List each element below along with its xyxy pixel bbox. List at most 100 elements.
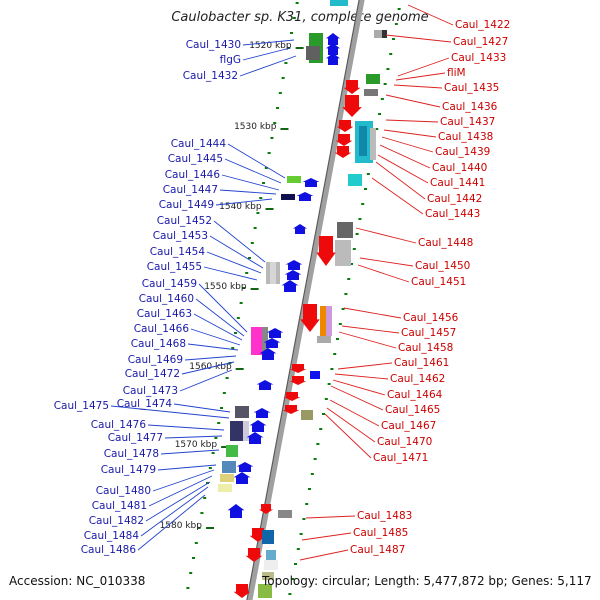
gene-label: Caul_1427 bbox=[453, 36, 508, 48]
leader-line bbox=[184, 355, 237, 361]
gene-arrow-forward bbox=[326, 43, 340, 55]
gene-box bbox=[335, 240, 351, 266]
gene-label: Caul_1486 bbox=[81, 544, 137, 556]
gene-label: Caul_1464 bbox=[387, 389, 443, 401]
gene-arrow-reverse bbox=[334, 146, 352, 158]
leader-line bbox=[329, 399, 380, 427]
tick-dot bbox=[245, 272, 249, 274]
tick-dot bbox=[278, 92, 282, 94]
leader-line bbox=[330, 385, 384, 411]
gene-box bbox=[337, 222, 353, 238]
gene-label: Caul_1456 bbox=[403, 312, 459, 324]
leader-line bbox=[179, 369, 233, 392]
gene-arrow-forward bbox=[233, 472, 251, 484]
leader-line bbox=[173, 403, 231, 413]
gene-arrow-reverse bbox=[343, 80, 361, 94]
gene-label: Caul_1430 bbox=[186, 39, 241, 51]
leader-line bbox=[209, 235, 264, 269]
gene-box bbox=[262, 327, 268, 355]
gene-box bbox=[320, 306, 326, 336]
tick-dot bbox=[248, 257, 252, 259]
tick-dot bbox=[313, 458, 317, 460]
tick-dot bbox=[256, 212, 260, 214]
gene-label: Caul_1439 bbox=[435, 146, 490, 158]
leader-line bbox=[224, 158, 282, 184]
gene-label: Caul_1448 bbox=[418, 237, 473, 249]
gene-label: Caul_1468 bbox=[131, 338, 186, 350]
leader-line bbox=[299, 549, 349, 561]
tick-dot bbox=[355, 233, 359, 235]
leader-line bbox=[395, 72, 446, 81]
leader-line bbox=[379, 144, 431, 169]
tick-dot bbox=[352, 248, 356, 250]
leader-line bbox=[355, 227, 417, 244]
tick-dot bbox=[194, 542, 198, 544]
gene-arrow-forward bbox=[293, 224, 307, 234]
leader-line bbox=[206, 251, 262, 274]
tick-dot bbox=[386, 68, 390, 70]
gene-box bbox=[374, 30, 386, 38]
leader-line bbox=[324, 413, 372, 459]
gene-arrow-reverse bbox=[245, 548, 263, 562]
tick-dot bbox=[341, 308, 345, 310]
tick-dot bbox=[239, 302, 243, 304]
gene-label: Caul_1433 bbox=[451, 52, 506, 64]
gene-box bbox=[326, 306, 332, 336]
leader-line bbox=[152, 469, 215, 492]
gene-arrow-forward bbox=[296, 192, 314, 201]
tick-dot bbox=[217, 422, 221, 424]
accession-text: Accession: NC_010338 bbox=[9, 574, 146, 588]
gene-label: Caul_1483 bbox=[357, 510, 412, 522]
gene-box bbox=[251, 327, 263, 355]
gene-label: Caul_1457 bbox=[401, 327, 456, 339]
gene-arrow-forward bbox=[284, 270, 302, 280]
leader-line bbox=[145, 481, 211, 522]
gene-label: Caul_1462 bbox=[390, 373, 445, 385]
tick-dot bbox=[333, 353, 337, 355]
leader-line bbox=[343, 307, 402, 319]
gene-label: Caul_1469 bbox=[128, 354, 183, 366]
gene-box bbox=[243, 421, 249, 441]
gene-arrow-forward bbox=[285, 260, 303, 270]
gene-box bbox=[364, 89, 378, 96]
gene-arrow-reverse bbox=[342, 95, 362, 117]
tick-dot bbox=[358, 218, 362, 220]
leader-line bbox=[371, 177, 424, 215]
gene-box bbox=[359, 126, 367, 156]
tick-dot bbox=[200, 512, 204, 514]
scale-tick-label: 1530 kbp bbox=[234, 122, 277, 132]
tick-dot bbox=[236, 317, 240, 319]
tick-dot bbox=[292, 17, 296, 19]
gene-label: flgG bbox=[220, 54, 241, 66]
gene-label: Caul_1480 bbox=[96, 485, 151, 497]
leader-line bbox=[187, 343, 239, 351]
gene-label: Caul_1422 bbox=[455, 19, 510, 31]
leader-line bbox=[198, 283, 248, 333]
gene-arrow-forward bbox=[259, 348, 277, 360]
leader-line bbox=[385, 119, 439, 123]
gene-arrow-forward bbox=[326, 33, 340, 45]
leader-line bbox=[221, 174, 280, 191]
gene-arrow-forward bbox=[256, 380, 274, 390]
gene-arrow-forward bbox=[326, 53, 340, 65]
leader-line bbox=[239, 55, 297, 77]
leader-line bbox=[383, 129, 437, 138]
tick-dot bbox=[338, 323, 342, 325]
tick-dot bbox=[222, 392, 226, 394]
tick-dot bbox=[234, 332, 238, 334]
gene-box bbox=[366, 74, 380, 84]
gene-box bbox=[222, 461, 236, 473]
gene-label: Caul_1475 bbox=[54, 400, 109, 412]
gene-label: Caul_1436 bbox=[442, 101, 498, 113]
gene-label: Caul_1485 bbox=[353, 527, 408, 539]
tick-dot bbox=[350, 263, 354, 265]
tick-dot bbox=[186, 587, 190, 589]
tick-dot bbox=[366, 173, 370, 175]
gene-box bbox=[266, 550, 276, 560]
tick-dot bbox=[273, 122, 277, 124]
gene-label: Caul_1461 bbox=[394, 357, 449, 369]
leader-line bbox=[341, 325, 400, 334]
gene-arrow-reverse bbox=[289, 376, 307, 385]
gene-arrow-reverse bbox=[289, 364, 307, 373]
leader-line bbox=[148, 475, 213, 507]
